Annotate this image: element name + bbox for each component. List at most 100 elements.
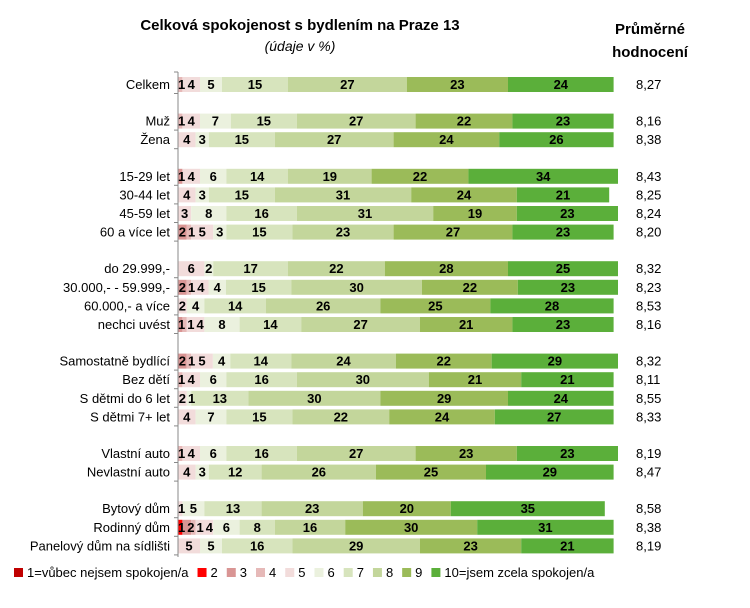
bar-segment	[200, 372, 227, 388]
legend-label: 6	[327, 565, 334, 580]
segment-label: 1	[178, 520, 185, 535]
segment-label: 1	[178, 114, 185, 129]
legend-label: 1=vůbec nejsem spokojen/a	[27, 565, 189, 580]
bar-segment	[512, 317, 614, 332]
segment-label: 27	[353, 317, 367, 332]
bar-segment	[239, 519, 275, 535]
bar-segment	[508, 261, 618, 277]
bar-segment	[395, 353, 492, 369]
segment-label: 3	[181, 206, 188, 221]
segment-label: 24	[554, 77, 569, 92]
legend-swatch	[226, 568, 236, 577]
bar-segment	[512, 224, 614, 240]
segment-label: 23	[450, 77, 464, 92]
segment-label: 8	[205, 206, 212, 221]
segment-label: 14	[250, 169, 265, 184]
bar-segment	[491, 353, 618, 369]
segment-label: 1	[178, 446, 185, 461]
bar-segment	[178, 464, 196, 480]
segment-label: 4	[218, 354, 226, 369]
bar-segment	[186, 224, 192, 240]
segment-label: 2	[179, 280, 186, 295]
bar-segment	[420, 317, 513, 332]
segment-label: 4	[196, 317, 204, 332]
bar-segment	[266, 298, 381, 314]
bar-segment	[345, 519, 478, 535]
average-value: 8,58	[636, 501, 661, 516]
category-label: Rodinný dům	[93, 520, 170, 535]
bar-segment	[191, 279, 209, 295]
bar-segment	[291, 353, 396, 369]
segment-label: 2	[179, 298, 186, 313]
segment-label: 4	[183, 465, 191, 480]
bar-segment	[204, 298, 266, 314]
bar-segment	[494, 409, 614, 425]
segment-label: 14	[263, 317, 278, 332]
segment-label: 1	[188, 354, 195, 369]
segment-label: 1	[178, 501, 185, 516]
segment-label: 15	[257, 114, 271, 129]
category-label: 30.000,- - 59.999,-	[63, 280, 170, 295]
segment-label: 4	[188, 372, 196, 387]
segment-label: 25	[428, 298, 442, 313]
category-label: Bytový dům	[102, 501, 170, 516]
segment-label: 1	[178, 77, 185, 92]
segment-label: 24	[554, 391, 569, 406]
bar-segment	[499, 132, 614, 148]
bar-segment	[291, 279, 422, 295]
bar-segment	[450, 501, 605, 517]
segment-label: 27	[340, 77, 354, 92]
average-value: 8,47	[636, 465, 661, 480]
segment-label: 22	[437, 354, 451, 369]
bar-segment	[200, 113, 231, 129]
segment-label: 25	[424, 465, 438, 480]
average-value: 8,27	[636, 77, 661, 92]
bar-segment	[182, 446, 200, 461]
bar-segment	[195, 409, 227, 425]
bar-segment	[182, 168, 200, 184]
segment-label: 2	[187, 520, 194, 535]
segment-label: 21	[560, 372, 574, 387]
bar-segment	[292, 538, 420, 554]
bar-segment	[178, 317, 183, 332]
bar-segment	[191, 519, 196, 535]
bar-segment	[200, 77, 222, 92]
bar-segment	[182, 372, 200, 388]
segment-label: 23	[336, 225, 350, 240]
segment-label: 4	[206, 520, 214, 535]
category-label: 30-44 let	[119, 187, 170, 202]
category-label: S dětmi do 6 let	[80, 391, 171, 406]
segment-label: 1	[178, 169, 185, 184]
category-label: Bez dětí	[122, 372, 170, 387]
segment-label: 3	[216, 225, 223, 240]
bar-segment	[182, 113, 200, 129]
bar-segment	[222, 77, 288, 92]
segment-label: 23	[560, 206, 574, 221]
bar-segment	[186, 317, 205, 332]
category-label: 45-59 let	[119, 206, 170, 221]
bar-segment	[411, 187, 517, 203]
segment-label: 23	[560, 446, 574, 461]
segment-label: 16	[254, 446, 268, 461]
segment-label: 16	[250, 538, 264, 553]
segment-label: 31	[538, 520, 552, 535]
segment-label: 20	[400, 501, 414, 516]
bar-segment	[261, 464, 376, 480]
segment-label: 16	[254, 372, 268, 387]
segment-label: 4	[188, 114, 196, 129]
bar-segment	[517, 279, 618, 295]
segment-label: 31	[336, 187, 350, 202]
segment-label: 23	[556, 225, 570, 240]
bar-segment	[230, 113, 297, 129]
bar-segment	[288, 168, 372, 184]
bar-segment	[225, 279, 292, 295]
bar-segment	[226, 372, 297, 388]
bar-segment	[296, 372, 429, 388]
segment-label: 1	[178, 317, 185, 332]
segment-label: 12	[228, 465, 242, 480]
segment-label: 5	[198, 354, 205, 369]
category-label: Vlastní auto	[101, 446, 170, 461]
segment-label: 22	[329, 261, 343, 276]
bar-segment	[384, 261, 508, 277]
segment-label: 27	[349, 114, 363, 129]
